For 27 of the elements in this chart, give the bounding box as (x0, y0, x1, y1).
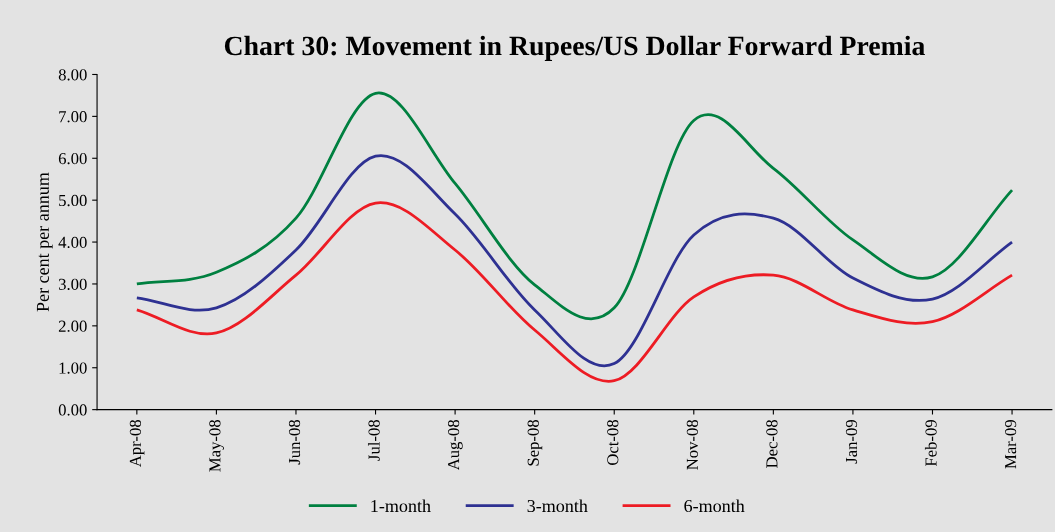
legend-label: 3-month (527, 499, 588, 513)
x-tick-label: Oct-08 (607, 420, 619, 465)
y-tick-label: 8.00 (58, 69, 87, 81)
x-tick-label: Apr-08 (129, 420, 145, 467)
x-tick-label: Feb-09 (924, 420, 937, 467)
y-axis-title: Per cent per annum (36, 172, 53, 312)
y-tick-label: 0.00 (58, 404, 87, 416)
legend-label: 1-month (371, 499, 431, 513)
y-tick-label: 6.00 (58, 152, 87, 165)
x-tick-label: Aug-08 (447, 420, 463, 471)
y-tick-label: 3.00 (58, 278, 87, 290)
x-tick-label: Dec-08 (766, 420, 778, 468)
y-tick-label: 5.00 (59, 194, 87, 207)
legend-label: 6-month (684, 499, 745, 513)
x-tick-label: Jul-08 (367, 420, 380, 461)
x-tick-label: Nov-08 (686, 420, 698, 470)
x-tick-label: May-08 (209, 420, 224, 472)
line-series (135, 201, 1014, 383)
x-tick-label: Jan-09 (845, 420, 858, 464)
chart-title: Chart 30: Movement in Rupees/US Dollar Forward Premia (224, 35, 925, 61)
x-tick-label: Jun-08 (288, 420, 301, 465)
y-tick-label: 2.00 (58, 320, 87, 332)
x-tick-label: Mar-09 (1004, 420, 1017, 469)
y-tick-label: 1.00 (59, 362, 87, 374)
y-tick-label: 4.00 (58, 236, 87, 249)
x-tick-label: Sep-08 (527, 420, 543, 466)
y-tick-label: 7.00 (59, 111, 87, 123)
